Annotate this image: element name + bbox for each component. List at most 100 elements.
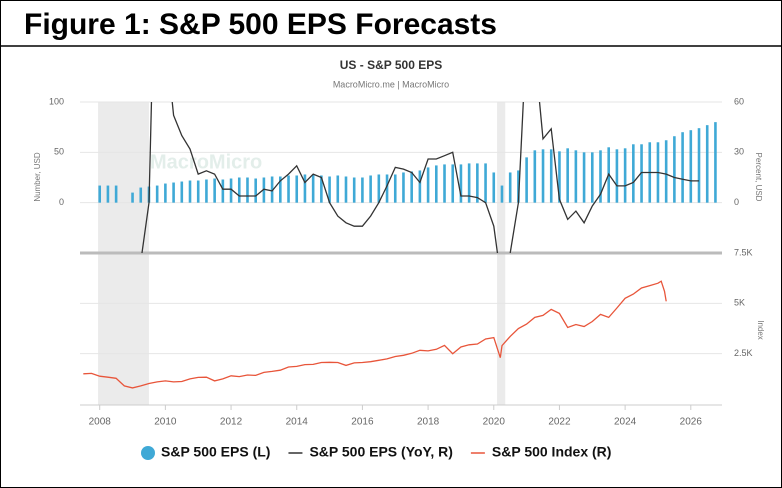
x-tick-label: 2024 xyxy=(614,417,637,428)
y2-tick-label: 30 xyxy=(734,147,744,157)
figure-title: Figure 1: S&P 500 EPS Forecasts xyxy=(24,8,497,41)
bar xyxy=(98,185,102,203)
bar xyxy=(500,185,504,203)
bar xyxy=(221,179,225,203)
bar xyxy=(287,175,290,203)
bar xyxy=(451,164,455,203)
bar xyxy=(369,175,372,203)
bar xyxy=(640,144,643,203)
bar xyxy=(689,130,693,203)
bar xyxy=(484,163,487,203)
bar xyxy=(254,178,257,203)
y-axis-label: Number, USD xyxy=(33,152,42,202)
bar xyxy=(172,182,175,203)
bar xyxy=(435,165,438,203)
bar xyxy=(582,152,586,203)
y2-axis-label: Percent, USD xyxy=(754,153,763,202)
bar xyxy=(574,150,578,203)
bar xyxy=(476,163,479,203)
bar xyxy=(549,149,553,203)
bar xyxy=(270,176,274,203)
bar xyxy=(426,167,430,203)
bar xyxy=(714,122,717,203)
bar xyxy=(361,177,364,203)
watermark: MacroMicro xyxy=(150,151,262,173)
bar xyxy=(279,176,282,203)
bar xyxy=(114,185,118,203)
x-tick-label: 2016 xyxy=(351,417,374,428)
bar xyxy=(418,170,422,203)
bar xyxy=(352,177,356,203)
bar xyxy=(541,149,545,203)
bar xyxy=(303,174,307,203)
bar xyxy=(590,152,594,203)
bar xyxy=(459,164,463,203)
bar xyxy=(180,181,184,203)
y2-tick-label: 5K xyxy=(734,298,745,308)
x-tick-label: 2018 xyxy=(417,417,440,428)
bar xyxy=(344,176,348,203)
bar xyxy=(188,180,192,203)
legend-swatch xyxy=(141,446,155,460)
plot-area xyxy=(98,102,717,253)
bar xyxy=(237,177,241,203)
bar xyxy=(664,140,668,203)
bar xyxy=(697,128,701,203)
x-tick-label: 2010 xyxy=(154,417,177,428)
bar xyxy=(492,172,496,203)
y2-tick-label: 7.5K xyxy=(734,247,753,257)
bar xyxy=(196,180,200,203)
x-tick-label: 2026 xyxy=(680,417,703,428)
bar xyxy=(615,149,619,203)
bar xyxy=(443,164,446,203)
legend-label: S&P 500 EPS (L) xyxy=(161,444,270,460)
bar xyxy=(705,125,709,203)
y2-axis-label: Index xyxy=(756,320,765,340)
data-line xyxy=(141,102,699,253)
bar xyxy=(155,185,159,203)
bar xyxy=(139,187,143,203)
x-tick-label: 2008 xyxy=(89,417,112,428)
bar xyxy=(377,174,381,203)
legend-label: S&P 500 EPS (YoY, R) xyxy=(309,444,452,460)
bar xyxy=(517,170,520,203)
chart-subtitle: MacroMicro.me | MacroMicro xyxy=(333,79,449,89)
bar xyxy=(205,179,208,203)
bar xyxy=(229,178,233,203)
legend-label: S&P 500 Index (R) xyxy=(492,444,612,460)
x-tick-label: 2020 xyxy=(483,417,506,428)
bar xyxy=(467,163,471,203)
bar xyxy=(533,150,537,203)
bar xyxy=(632,144,635,203)
bar xyxy=(558,151,561,203)
bar xyxy=(328,176,331,203)
bar xyxy=(131,192,134,203)
bar xyxy=(393,174,397,203)
bar xyxy=(106,185,110,203)
y-tick-label: 0 xyxy=(59,197,64,207)
bar xyxy=(410,171,413,203)
bar xyxy=(566,148,569,203)
bar xyxy=(336,175,340,203)
bar xyxy=(681,132,684,203)
bar xyxy=(311,174,315,203)
chart-title: US - S&P 500 EPS xyxy=(340,58,443,72)
bar xyxy=(525,157,528,203)
y-tick-label: 50 xyxy=(54,147,64,157)
bar xyxy=(320,175,323,203)
bar xyxy=(623,148,627,203)
y-tick-label: 100 xyxy=(49,96,64,106)
x-tick-label: 2012 xyxy=(220,417,243,428)
bar xyxy=(508,172,512,203)
bar xyxy=(213,178,216,203)
bar xyxy=(295,175,299,203)
data-line xyxy=(83,280,667,389)
x-tick-label: 2022 xyxy=(548,417,571,428)
bar xyxy=(385,174,389,203)
bar xyxy=(246,177,249,203)
bar xyxy=(599,150,602,203)
bar xyxy=(262,177,266,203)
bar xyxy=(164,183,167,203)
bar xyxy=(402,172,405,203)
